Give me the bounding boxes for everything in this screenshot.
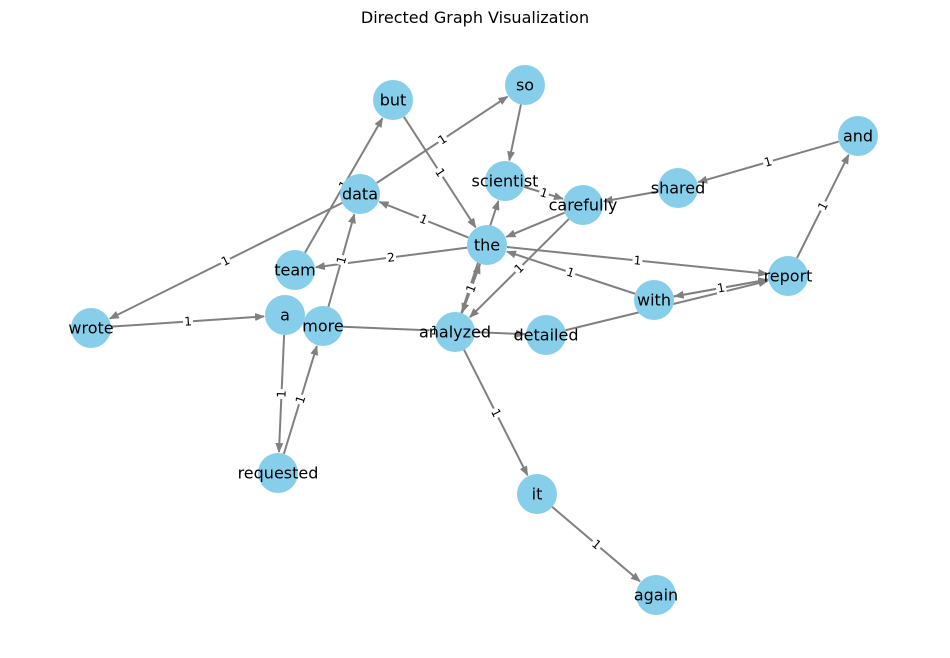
node-label-so: so xyxy=(516,76,534,95)
edge-label-data-wrote: 1 xyxy=(217,252,234,270)
svg-text:1: 1 xyxy=(538,185,549,201)
svg-text:1: 1 xyxy=(762,154,773,170)
node-circle-carefully xyxy=(563,185,603,225)
node-label-with: with xyxy=(637,291,671,310)
node-shared: shared xyxy=(651,168,706,208)
svg-text:1: 1 xyxy=(293,394,309,405)
node-label-detailed: detailed xyxy=(514,326,579,345)
node-label-more: more xyxy=(302,317,343,336)
node-circle-data xyxy=(340,174,380,214)
node-circle-detailed xyxy=(526,315,566,355)
node-it: it xyxy=(517,474,557,514)
edge-label-data-so: 1 xyxy=(434,130,451,149)
node-label-scientist: scientist xyxy=(472,172,539,191)
edge-label-the-team: 2 xyxy=(385,249,397,266)
node-wrote: wrote xyxy=(68,308,114,348)
node-circle-more xyxy=(303,306,343,346)
node-label-data: data xyxy=(342,185,378,204)
node-report: report xyxy=(764,256,813,296)
nodes-layer: but so and scientist shared data carefully the t… xyxy=(68,65,878,615)
edge-label-with-the: 1 xyxy=(563,264,578,281)
edge-label-the-data: 1 xyxy=(416,211,431,228)
node-circle-wrote xyxy=(71,308,111,348)
svg-text:1: 1 xyxy=(716,280,726,295)
edge-shared-carefully xyxy=(602,190,659,204)
node-data: data xyxy=(340,174,380,214)
node-circle-it xyxy=(517,474,557,514)
node-label-carefully: carefully xyxy=(549,196,618,215)
node-carefully: carefully xyxy=(549,185,618,225)
node-label-report: report xyxy=(764,267,813,286)
node-circle-scientist xyxy=(485,161,525,201)
node-label-a: a xyxy=(280,306,290,325)
svg-text:1: 1 xyxy=(184,314,193,328)
node-circle-analyzed xyxy=(435,312,475,352)
node-circle-shared xyxy=(658,168,698,208)
edge-label-the-report: 1 xyxy=(631,253,644,268)
edge-label-report-with: 1 xyxy=(714,280,728,296)
node-requested: requested xyxy=(238,453,319,493)
node-circle-requested xyxy=(258,453,298,493)
node-label-shared: shared xyxy=(651,179,706,198)
node-the: the xyxy=(467,225,507,265)
node-label-again: again xyxy=(634,586,678,605)
graph-title: Directed Graph Visualization xyxy=(360,8,590,27)
node-circle-with xyxy=(634,280,674,320)
node-again: again xyxy=(634,575,678,615)
edge-label-a-requested: 1 xyxy=(274,388,289,400)
node-analyzed: analyzed xyxy=(419,312,491,352)
edge-label-but-the: 1 xyxy=(431,164,449,181)
node-circle-report xyxy=(768,256,808,296)
svg-text:1: 1 xyxy=(565,265,577,281)
edge-carefully-the xyxy=(505,211,565,238)
node-label-analyzed: analyzed xyxy=(419,323,491,342)
edge-label-analyzed-it: 1 xyxy=(487,405,505,421)
node-team: team xyxy=(274,250,316,290)
node-detailed: detailed xyxy=(514,315,579,355)
node-label-it: it xyxy=(532,485,543,504)
node-and: and xyxy=(838,116,878,156)
node-circle-and xyxy=(838,116,878,156)
svg-text:1: 1 xyxy=(430,323,438,337)
svg-text:1: 1 xyxy=(274,390,288,398)
edge-label-more-data: 1 xyxy=(333,253,350,267)
node-label-requested: requested xyxy=(238,464,319,483)
edge-so-scientist xyxy=(507,104,522,162)
edge-label-requested-more: 1 xyxy=(292,392,309,407)
node-scientist: scientist xyxy=(472,161,539,201)
node-a: a xyxy=(265,295,305,335)
edge-label-and-shared: 1 xyxy=(761,153,775,171)
node-label-the: the xyxy=(474,236,500,255)
edge-label-analyzed-the: 1 xyxy=(462,281,480,296)
node-circle-a xyxy=(265,295,305,335)
edge-label-report-and: 1 xyxy=(814,198,832,214)
node-circle-but xyxy=(373,80,413,120)
node-but: but xyxy=(373,80,413,120)
svg-text:1: 1 xyxy=(633,253,642,268)
node-label-team: team xyxy=(274,261,316,280)
svg-text:2: 2 xyxy=(386,250,395,265)
node-so: so xyxy=(505,65,545,105)
edge-label-scientist-carefully: 1 xyxy=(537,184,551,202)
svg-text:1: 1 xyxy=(334,254,350,265)
node-label-wrote: wrote xyxy=(68,319,113,338)
node-label-and: and xyxy=(843,127,873,146)
node-with: with xyxy=(634,280,674,320)
edge-label-wrote-a: 1 xyxy=(182,314,194,329)
node-circle-so xyxy=(505,65,545,105)
node-circle-the xyxy=(467,225,507,265)
node-label-but: but xyxy=(380,91,407,110)
node-more: more xyxy=(302,306,344,346)
node-circle-team xyxy=(275,250,315,290)
node-circle-again xyxy=(636,575,676,615)
